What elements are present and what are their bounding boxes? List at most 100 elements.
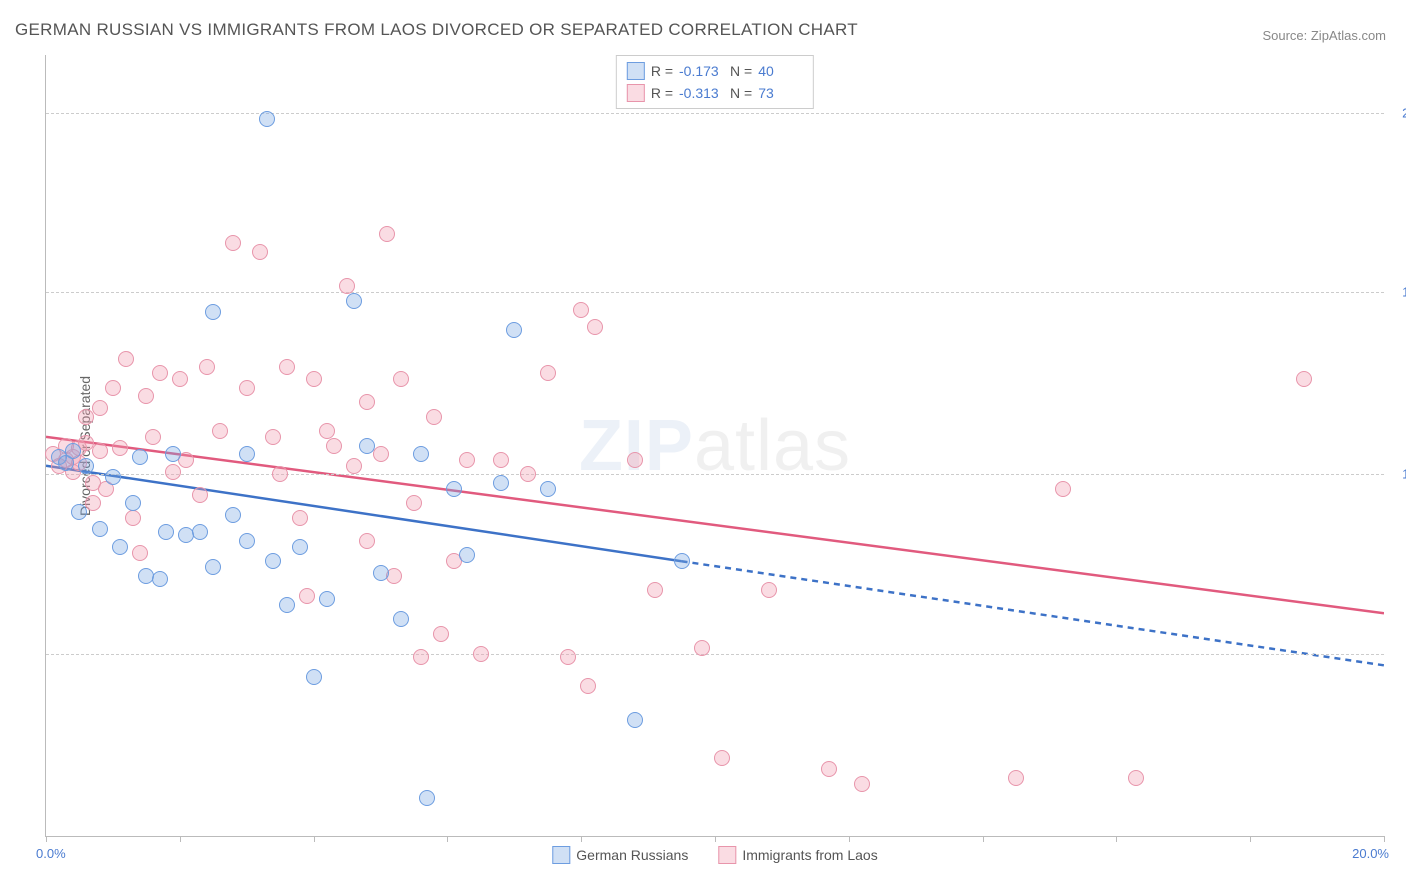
data-point bbox=[854, 776, 870, 792]
data-point bbox=[65, 443, 81, 459]
data-point bbox=[426, 409, 442, 425]
data-point bbox=[92, 400, 108, 416]
x-tick bbox=[447, 836, 448, 842]
data-point bbox=[373, 565, 389, 581]
data-point bbox=[152, 365, 168, 381]
data-point bbox=[580, 678, 596, 694]
data-point bbox=[292, 510, 308, 526]
data-point bbox=[125, 510, 141, 526]
data-point bbox=[118, 351, 134, 367]
legend-label-pink: Immigrants from Laos bbox=[742, 847, 877, 863]
data-point bbox=[165, 446, 181, 462]
series-legend: German Russians Immigrants from Laos bbox=[552, 846, 877, 864]
swatch-pink bbox=[627, 84, 645, 102]
data-point bbox=[1008, 770, 1024, 786]
source-attribution: Source: ZipAtlas.com bbox=[1262, 28, 1386, 43]
data-point bbox=[359, 438, 375, 454]
data-point bbox=[265, 553, 281, 569]
data-point bbox=[473, 646, 489, 662]
data-point bbox=[172, 371, 188, 387]
data-point bbox=[326, 438, 342, 454]
data-point bbox=[279, 359, 295, 375]
swatch-blue-icon bbox=[552, 846, 570, 864]
x-axis-max-label: 20.0% bbox=[1352, 846, 1389, 861]
data-point bbox=[647, 582, 663, 598]
data-point bbox=[627, 712, 643, 728]
data-point bbox=[252, 244, 268, 260]
y-tick-label: 12.5% bbox=[1389, 467, 1406, 482]
legend-item-blue: German Russians bbox=[552, 846, 688, 864]
data-point bbox=[92, 521, 108, 537]
data-point bbox=[125, 495, 141, 511]
data-point bbox=[379, 226, 395, 242]
data-point bbox=[265, 429, 281, 445]
data-point bbox=[319, 591, 335, 607]
data-point bbox=[306, 669, 322, 685]
data-point bbox=[306, 371, 322, 387]
data-point bbox=[1055, 481, 1071, 497]
data-point bbox=[239, 380, 255, 396]
data-point bbox=[165, 464, 181, 480]
data-point bbox=[292, 539, 308, 555]
data-point bbox=[152, 571, 168, 587]
data-point bbox=[419, 790, 435, 806]
data-point bbox=[674, 553, 690, 569]
data-point bbox=[393, 611, 409, 627]
x-axis-min-label: 0.0% bbox=[36, 846, 66, 861]
data-point bbox=[192, 524, 208, 540]
data-point bbox=[272, 466, 288, 482]
data-point bbox=[1128, 770, 1144, 786]
data-point bbox=[71, 504, 87, 520]
data-point bbox=[1296, 371, 1312, 387]
data-point bbox=[192, 487, 208, 503]
data-point bbox=[406, 495, 422, 511]
y-tick-label: 18.8% bbox=[1389, 285, 1406, 300]
n-label: N = bbox=[730, 60, 752, 82]
data-point bbox=[359, 394, 375, 410]
x-tick bbox=[581, 836, 582, 842]
data-point bbox=[225, 235, 241, 251]
data-point bbox=[587, 319, 603, 335]
scatter-plot-area: ZIPatlas R = -0.173 N = 40 R = -0.313 N … bbox=[45, 55, 1384, 837]
r-value-pink: -0.313 bbox=[679, 82, 724, 104]
data-point bbox=[346, 458, 362, 474]
data-point bbox=[560, 649, 576, 665]
swatch-pink-icon bbox=[718, 846, 736, 864]
data-point bbox=[138, 388, 154, 404]
chart-title: GERMAN RUSSIAN VS IMMIGRANTS FROM LAOS D… bbox=[15, 20, 858, 40]
data-point bbox=[446, 481, 462, 497]
y-tick-label: 25.0% bbox=[1389, 105, 1406, 120]
data-point bbox=[359, 533, 375, 549]
data-point bbox=[540, 481, 556, 497]
data-point bbox=[540, 365, 556, 381]
gridline bbox=[46, 113, 1384, 114]
x-tick bbox=[46, 836, 47, 842]
data-point bbox=[205, 559, 221, 575]
data-point bbox=[714, 750, 730, 766]
n-value-pink: 73 bbox=[758, 82, 803, 104]
data-point bbox=[259, 111, 275, 127]
data-point bbox=[821, 761, 837, 777]
data-point bbox=[239, 533, 255, 549]
r-label: R = bbox=[651, 82, 673, 104]
data-point bbox=[373, 446, 389, 462]
data-point bbox=[225, 507, 241, 523]
data-point bbox=[112, 440, 128, 456]
data-point bbox=[299, 588, 315, 604]
x-tick bbox=[180, 836, 181, 842]
data-point bbox=[761, 582, 777, 598]
legend-row-pink: R = -0.313 N = 73 bbox=[627, 82, 803, 104]
data-point bbox=[459, 452, 475, 468]
data-point bbox=[112, 539, 128, 555]
data-point bbox=[393, 371, 409, 387]
data-point bbox=[205, 304, 221, 320]
data-point bbox=[346, 293, 362, 309]
legend-item-pink: Immigrants from Laos bbox=[718, 846, 877, 864]
data-point bbox=[145, 429, 161, 445]
data-point bbox=[459, 547, 475, 563]
data-point bbox=[694, 640, 710, 656]
data-point bbox=[279, 597, 295, 613]
legend-row-blue: R = -0.173 N = 40 bbox=[627, 60, 803, 82]
data-point bbox=[199, 359, 215, 375]
x-tick bbox=[983, 836, 984, 842]
